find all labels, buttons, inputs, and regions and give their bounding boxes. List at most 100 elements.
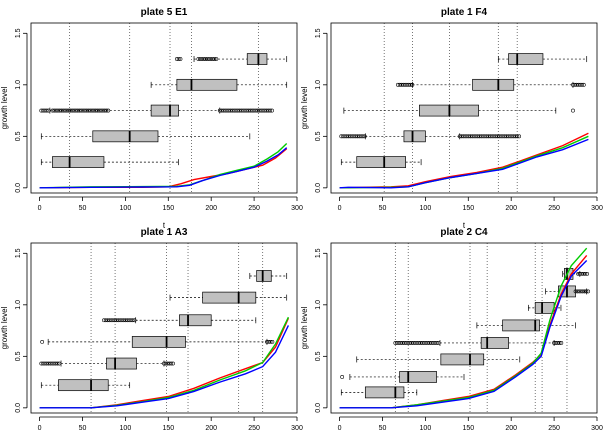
outlier-point: [399, 82, 404, 87]
outlier-point: [259, 108, 264, 113]
x-tick-label: 200: [505, 425, 517, 432]
outlier-point: [63, 108, 67, 113]
box: [58, 379, 109, 392]
outlier-point: [178, 57, 183, 61]
outlier-point: [506, 134, 511, 139]
x-tick-label: 150: [462, 425, 474, 432]
outlier-point: [205, 57, 210, 61]
outlier-point: [88, 108, 93, 113]
outlier-point: [198, 57, 203, 61]
outlier-point: [253, 108, 258, 113]
box: [202, 291, 257, 304]
outlier-point: [418, 341, 423, 345]
outlier-point: [475, 134, 480, 139]
box: [472, 78, 515, 91]
series-line: [339, 132, 589, 189]
outlier-point: [214, 57, 219, 61]
outlier-point: [396, 82, 400, 87]
box-plot: [40, 336, 275, 348]
y-tick-label: 0.5: [315, 351, 322, 361]
outlier-point: [413, 341, 418, 345]
outlier-point: [577, 289, 582, 294]
box: [399, 371, 437, 383]
outlier-point: [433, 341, 437, 345]
outlier-point: [116, 318, 121, 323]
box-plot: [476, 319, 576, 332]
outlier-point: [105, 318, 110, 323]
y-tick-label: 1.5: [315, 248, 322, 258]
plot-panel: plate 1 F4 t growth level 0 50 100 150 200 250 30…: [300, 7, 603, 230]
outlier-point: [513, 134, 518, 139]
y-tick-label: 1.0: [15, 300, 22, 310]
outlier-point: [111, 318, 115, 323]
box: [256, 270, 272, 282]
outlier-point: [264, 108, 269, 113]
outlier-point: [61, 108, 66, 113]
box-plot: [545, 285, 591, 298]
box-plot: [150, 78, 288, 91]
outlier-point: [73, 108, 78, 113]
outlier-point: [580, 289, 585, 294]
outlier-point: [223, 108, 228, 113]
outlier-point: [132, 318, 137, 323]
outlier-point: [174, 57, 179, 61]
outlier-point: [436, 341, 441, 345]
x-tick-label: 100: [120, 205, 132, 212]
outlier-point: [571, 82, 575, 87]
box: [106, 357, 137, 370]
outlier-point: [210, 57, 215, 61]
outlier-point: [339, 134, 344, 139]
outlier-point: [342, 134, 347, 139]
outlier-point: [470, 134, 475, 139]
outlier-point: [397, 82, 402, 87]
box-plot: [169, 291, 288, 304]
outlier-point: [490, 134, 495, 139]
outlier-point: [53, 361, 58, 366]
x-tick-label: 250: [248, 425, 260, 432]
outlier-point: [495, 134, 500, 139]
outlier-point: [555, 341, 560, 345]
outlier-point: [395, 341, 400, 345]
outlier-point: [581, 82, 586, 87]
box: [508, 53, 544, 65]
outlier-point: [499, 134, 504, 139]
outlier-point: [114, 318, 119, 323]
outlier-point: [429, 341, 434, 345]
outlier-point: [228, 108, 233, 113]
outlier-point: [118, 318, 123, 323]
outlier-point: [517, 134, 522, 139]
x-tick-label: 150: [162, 425, 174, 432]
outlier-point: [167, 361, 172, 366]
outlier-point: [41, 108, 45, 113]
outlier-point: [406, 82, 411, 87]
outlier-point: [127, 318, 132, 323]
outlier-point: [120, 318, 124, 323]
outlier-point: [225, 108, 229, 113]
outlier-point: [508, 134, 513, 139]
outlier-point: [81, 108, 85, 113]
outlier-point: [44, 361, 49, 366]
outlier-point: [510, 134, 514, 139]
x-tick-label: 250: [548, 205, 560, 212]
outlier-point: [504, 134, 509, 139]
outlier-point: [217, 108, 222, 113]
outlier-point: [40, 340, 45, 344]
outlier-point: [55, 361, 60, 366]
outlier-point: [576, 82, 581, 87]
outlier-point: [463, 134, 468, 139]
outlier-point: [261, 108, 265, 113]
outlier-point: [406, 341, 410, 345]
outlier-point: [434, 341, 439, 345]
outlier-point: [93, 108, 98, 113]
x-tick-label: 50: [379, 425, 387, 432]
x-tick-label: 150: [162, 205, 174, 212]
box-plot: [249, 270, 288, 282]
outlier-point: [407, 341, 412, 345]
x-tick-label: 0: [338, 205, 342, 212]
outlier-point: [237, 108, 242, 113]
outlier-point: [353, 134, 358, 139]
outlier-point: [497, 134, 502, 139]
x-tick-label: 100: [420, 205, 432, 212]
outlier-point: [265, 340, 269, 344]
x-tick-label: 0: [38, 205, 42, 212]
